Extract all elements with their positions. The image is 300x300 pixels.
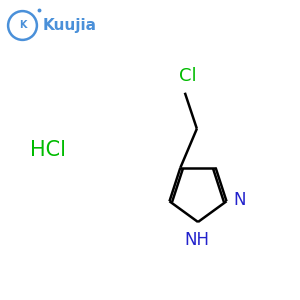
Text: HCl: HCl bbox=[30, 140, 66, 160]
Text: K: K bbox=[19, 20, 26, 31]
Text: N: N bbox=[233, 191, 246, 209]
Text: Cl: Cl bbox=[179, 67, 197, 85]
Text: NH: NH bbox=[184, 231, 209, 249]
Text: Kuujia: Kuujia bbox=[42, 18, 96, 33]
